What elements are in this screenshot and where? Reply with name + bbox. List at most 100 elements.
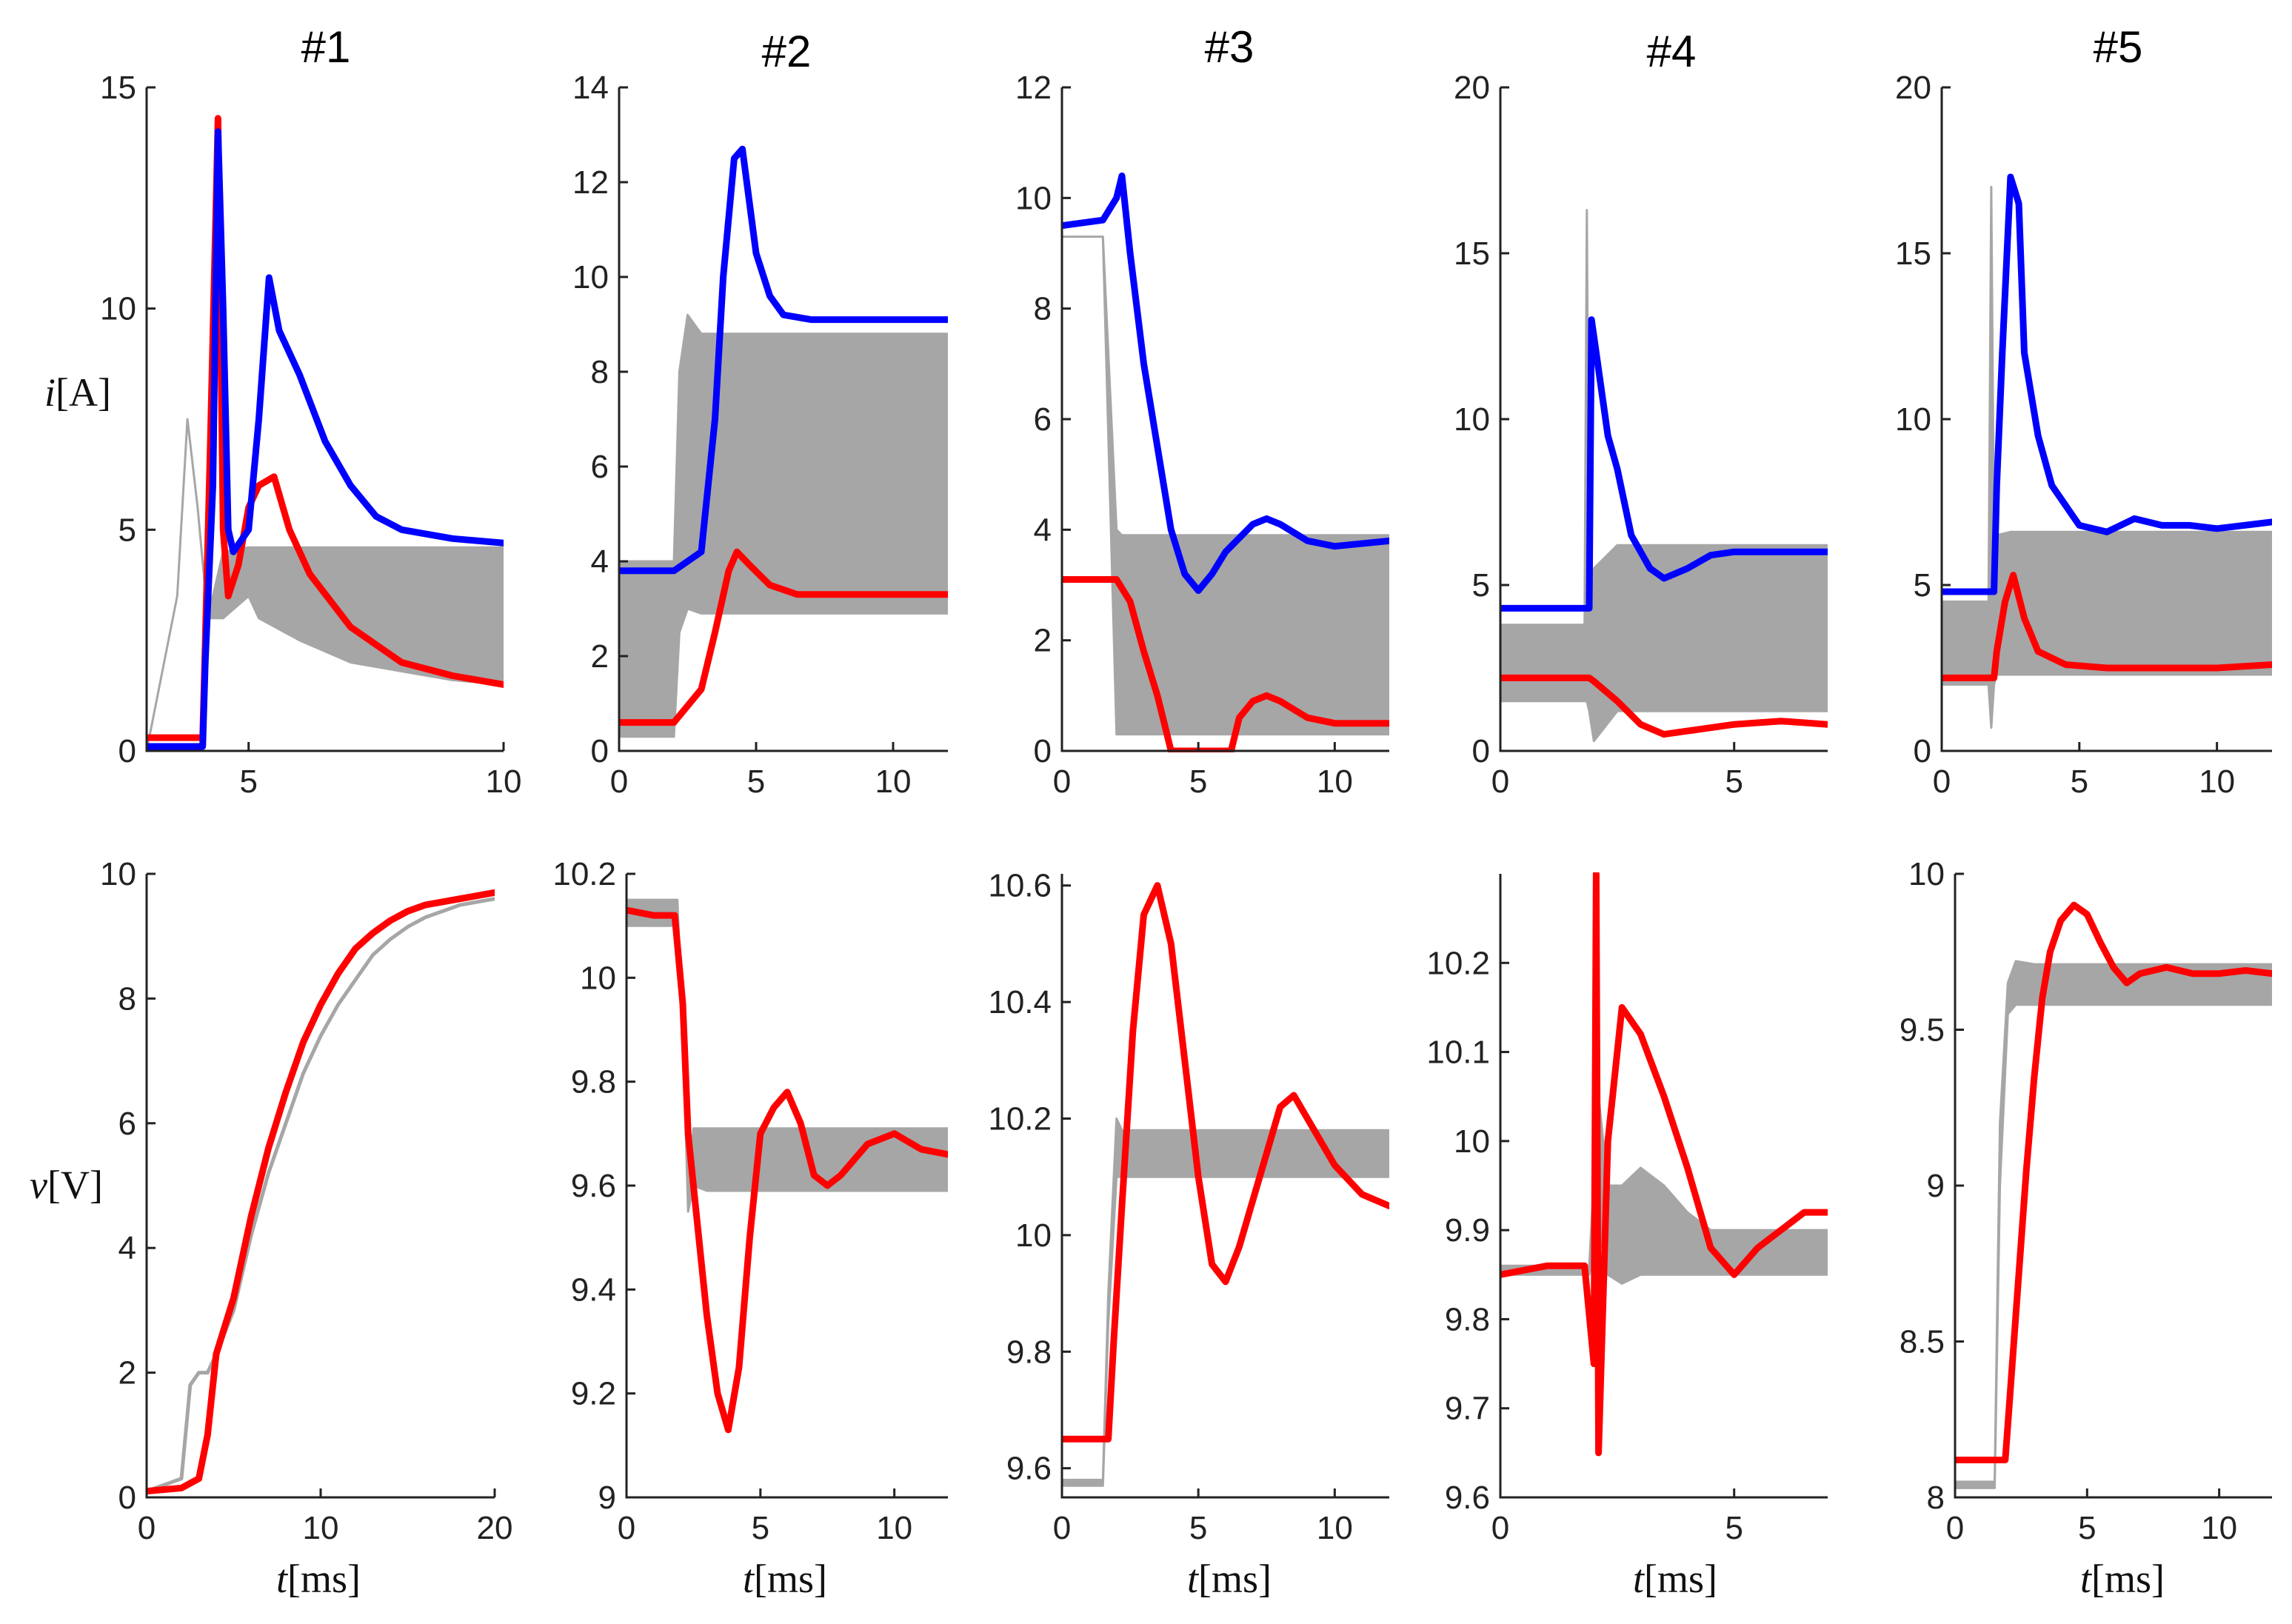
series-red-line <box>619 548 948 726</box>
column-title-3: #3 <box>1205 22 1254 72</box>
panel-bottom-5: 8 8.5 9 9.5 10 0 5 10 <box>1900 856 2272 1546</box>
x-tick-label: 10 <box>1317 1510 1353 1546</box>
panel-bottom-3-data <box>1062 882 1389 1487</box>
y-tick-label: 0 <box>118 733 136 769</box>
y-tick-label: 9.9 <box>1445 1212 1490 1249</box>
series-red-line <box>1062 576 1389 752</box>
x-tick-label: 10 <box>486 763 522 800</box>
y-tick-label: 9.4 <box>571 1272 616 1308</box>
series-red-line <box>1955 901 2272 1463</box>
y-tick-label: 10.2 <box>1426 945 1490 981</box>
x-tick-label: 5 <box>1189 763 1207 800</box>
y-tick-label: 9.8 <box>571 1064 616 1100</box>
axis-frame <box>145 874 495 1499</box>
x-tick-label: 10 <box>2201 1510 2237 1546</box>
y-tick-label: 0 <box>1914 733 1931 769</box>
y-tick-label: 9.8 <box>1445 1301 1490 1337</box>
panel-bottom-4-data <box>1500 872 1828 1457</box>
series-blue-line <box>1942 173 2272 595</box>
panel-top-1-data <box>147 115 504 752</box>
series-red-line <box>1500 674 1828 738</box>
y-tick-label: 9.6 <box>1445 1480 1490 1516</box>
panel-top-3: 0 2 4 6 8 10 12 0 5 10 <box>1015 70 1389 800</box>
panel-top-1: 0 5 10 15 5 10 <box>100 70 521 800</box>
panel-bottom-4: 9.6 9.7 9.8 9.9 10 10.1 10.2 0 5 <box>1426 872 1828 1546</box>
y-tick-label: 0 <box>591 733 609 769</box>
x-axis-label-4: t[ms] <box>1633 1557 1717 1601</box>
y-tick-label: 10 <box>1015 1217 1052 1254</box>
panel-bottom-1: 0 2 4 6 8 10 0 10 20 <box>100 856 512 1546</box>
y-tick-label: 9.6 <box>1006 1451 1052 1487</box>
series-gray-band <box>1500 209 1828 743</box>
series-red-line <box>1062 882 1389 1443</box>
y-tick-label: 8 <box>118 980 136 1017</box>
x-tick-label: 10 <box>1317 763 1353 800</box>
y-tick-label: 20 <box>1895 70 1931 106</box>
series-blue-line <box>619 145 948 575</box>
series-blue-line <box>1500 316 1828 612</box>
x-axis-label-3-unit: [ms] <box>1198 1557 1272 1601</box>
series-gray-band <box>1062 1117 1389 1487</box>
y-tick-label: 0 <box>118 1480 136 1516</box>
y-tick-label: 10 <box>1895 401 1931 438</box>
x-axis-label-1-var: t <box>276 1557 289 1601</box>
x-axis-label-2-unit: [ms] <box>754 1557 827 1601</box>
y-tick-label: 15 <box>1454 235 1490 272</box>
panel-bottom-5-data <box>1955 901 2272 1489</box>
x-tick-label: 5 <box>2078 1510 2096 1546</box>
panel-top-2: 0 2 4 6 8 10 12 14 0 5 10 <box>572 70 948 800</box>
x-tick-label: 5 <box>752 1510 769 1546</box>
y-tick-label: 2 <box>591 638 609 675</box>
x-tick-label: 5 <box>1725 763 1743 800</box>
x-tick-label: 5 <box>1189 1510 1207 1546</box>
y-tick-label: 10 <box>100 856 136 892</box>
x-tick-label: 20 <box>477 1510 513 1546</box>
y-tick-label: 6 <box>118 1106 136 1142</box>
y-tick-label: 4 <box>1034 512 1052 548</box>
x-tick-label: 5 <box>1725 1510 1743 1546</box>
x-axis-label-1-unit: [ms] <box>287 1557 361 1601</box>
y-tick-label: 5 <box>118 512 136 548</box>
column-titles: #1 #2 #3 #4 #5 <box>301 22 2143 76</box>
y-axis-label-current: i[A] <box>44 370 111 415</box>
y-tick-label: 12 <box>572 164 609 201</box>
x-axis-label-2: t[ms] <box>743 1557 827 1601</box>
panel-top-3-data <box>1062 173 1389 752</box>
panel-bottom-1-data <box>147 889 495 1495</box>
x-tick-label: 0 <box>1491 1510 1509 1546</box>
y-axis-label-voltage-var: v <box>30 1163 47 1207</box>
y-tick-label: 14 <box>572 70 609 106</box>
x-axis-labels: t[ms] t[ms] t[ms] t[ms] t[ms] <box>276 1557 2165 1601</box>
panel-top-5: 0 5 10 15 20 0 5 10 <box>1895 70 2272 800</box>
y-axis-label-current-unit: [A] <box>56 370 111 415</box>
x-tick-label: 0 <box>1053 1510 1071 1546</box>
y-tick-label: 4 <box>118 1230 136 1266</box>
series-gray-band <box>1955 960 2272 1489</box>
series-gray-band <box>1942 185 2272 729</box>
series-gray-band <box>147 418 504 752</box>
y-tick-label: 9.5 <box>1900 1012 1945 1049</box>
panel-top-5-data <box>1942 173 2272 729</box>
column-title-4: #4 <box>1647 27 1697 76</box>
y-axis-label-voltage: v[V] <box>30 1163 103 1207</box>
y-tick-label: 10 <box>1015 180 1052 216</box>
x-tick-label: 10 <box>2199 763 2235 800</box>
x-tick-label: 0 <box>1933 763 1951 800</box>
x-tick-label: 0 <box>1053 763 1071 800</box>
y-tick-label: 10.1 <box>1426 1035 1490 1071</box>
y-tick-label: 10.2 <box>552 856 616 892</box>
x-axis-label-1: t[ms] <box>276 1557 361 1601</box>
y-tick-label: 6 <box>1034 401 1052 438</box>
y-tick-label: 10 <box>580 960 616 996</box>
series-gray-band <box>619 313 948 738</box>
x-tick-label: 5 <box>2071 763 2088 800</box>
y-tick-label: 2 <box>118 1355 136 1391</box>
y-tick-label: 0 <box>1472 733 1490 769</box>
x-tick-label: 0 <box>610 763 628 800</box>
x-tick-label: 10 <box>876 1510 912 1546</box>
y-tick-label: 6 <box>591 449 609 485</box>
panel-top-2-data <box>619 145 948 738</box>
x-tick-label: 10 <box>303 1510 339 1546</box>
x-axis-label-5-var: t <box>2080 1557 2093 1601</box>
